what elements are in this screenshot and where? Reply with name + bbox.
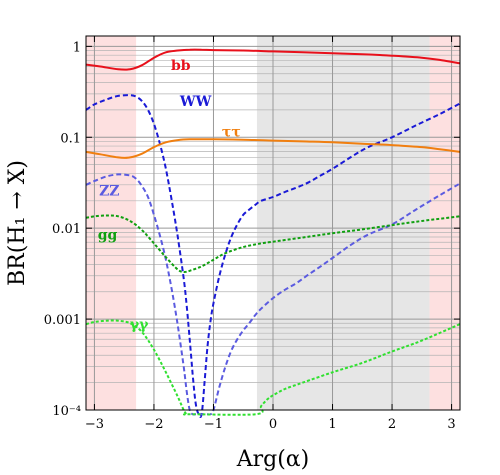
series-line-WW <box>85 94 461 418</box>
x-tick-label: 1 <box>328 417 336 432</box>
shaded-region-0 <box>86 36 137 410</box>
y-tick-label: 10⁻⁴ <box>52 404 81 419</box>
x-tick-label: −3 <box>85 417 104 432</box>
y-tick-label: 0.001 <box>44 313 81 328</box>
y-tick-label: 0.01 <box>52 222 81 237</box>
x-tick-label: −1 <box>204 417 223 432</box>
x-tick-label: 3 <box>447 417 455 432</box>
x-tick-label: 2 <box>388 417 396 432</box>
series-label-WW: WW <box>179 94 212 110</box>
series-label-bb: bb <box>171 58 191 74</box>
x-axis-label: Arg(α) <box>236 447 310 472</box>
x-tick-label: 0 <box>269 417 277 432</box>
series-labels: bb WW ττ ZZ gg γγ <box>98 58 241 333</box>
series-label-ττ: ττ <box>222 124 241 140</box>
series-label-gg: gg <box>98 228 118 244</box>
shaded-region-1 <box>256 36 430 410</box>
y-tick-label: 1 <box>73 40 81 55</box>
y-tick-label: 0.1 <box>60 131 81 146</box>
shaded-region-2 <box>429 36 460 410</box>
series-line-γγ <box>85 319 461 416</box>
series-label-ZZ: ZZ <box>99 183 119 199</box>
series-label-γγ: γγ <box>130 317 149 333</box>
series-lines <box>85 48 461 418</box>
ticks: −3 −2 −1 0 1 2 3 10⁻⁴ 0.001 0.01 0.1 1 <box>44 36 460 432</box>
series-line-bb <box>85 48 461 71</box>
series-line-gg <box>85 214 461 274</box>
y-axis-label: BR(H₁ → X) <box>5 160 30 286</box>
x-tick-label: −2 <box>144 417 163 432</box>
series-line-ττ <box>85 138 461 159</box>
